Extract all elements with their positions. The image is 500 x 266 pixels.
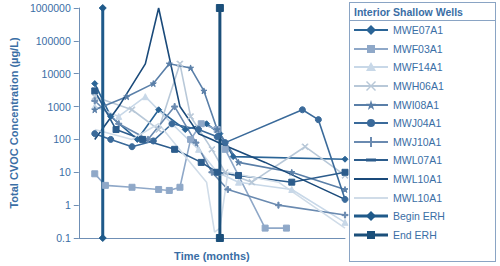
- html-text:MWL10A1: MWL10A1: [393, 191, 442, 204]
- html-text:End ERH: End ERH: [393, 228, 437, 241]
- html-text:MWE07A1: MWE07A1: [393, 24, 444, 37]
- svg-text:10000: 10000: [42, 68, 71, 80]
- html-text:MWJ10A1: MWJ10A1: [393, 135, 442, 148]
- html-text:MWF03A1: MWF03A1: [393, 42, 443, 55]
- svg-text:1: 1: [65, 199, 71, 211]
- svg-text:100000: 100000: [36, 35, 71, 47]
- html-text:MWH06A1: MWH06A1: [393, 80, 444, 93]
- html-text:MWL07A1: MWL07A1: [393, 154, 442, 167]
- html-text:MWI08A1: MWI08A1: [393, 98, 440, 111]
- html-text:Interior Shallow Wells: Interior Shallow Wells: [354, 6, 463, 18]
- html-text:MWJ04A1: MWJ04A1: [393, 117, 442, 130]
- html-text:MWF14A1: MWF14A1: [393, 61, 443, 74]
- svg-text:0.1: 0.1: [56, 232, 71, 244]
- svg-text:1000: 1000: [47, 101, 71, 113]
- html-text:Begin ERH: Begin ERH: [393, 210, 445, 223]
- svg-text:1000000: 1000000: [30, 2, 71, 14]
- svg-text:Time (months): Time (months): [174, 250, 250, 262]
- html-text:MWL10A1: MWL10A1: [393, 173, 442, 185]
- svg-text:Total CVOC Concentration (µg/L: Total CVOC Concentration (µg/L): [8, 37, 20, 208]
- svg-text:10: 10: [59, 166, 71, 178]
- svg-text:100: 100: [53, 133, 71, 145]
